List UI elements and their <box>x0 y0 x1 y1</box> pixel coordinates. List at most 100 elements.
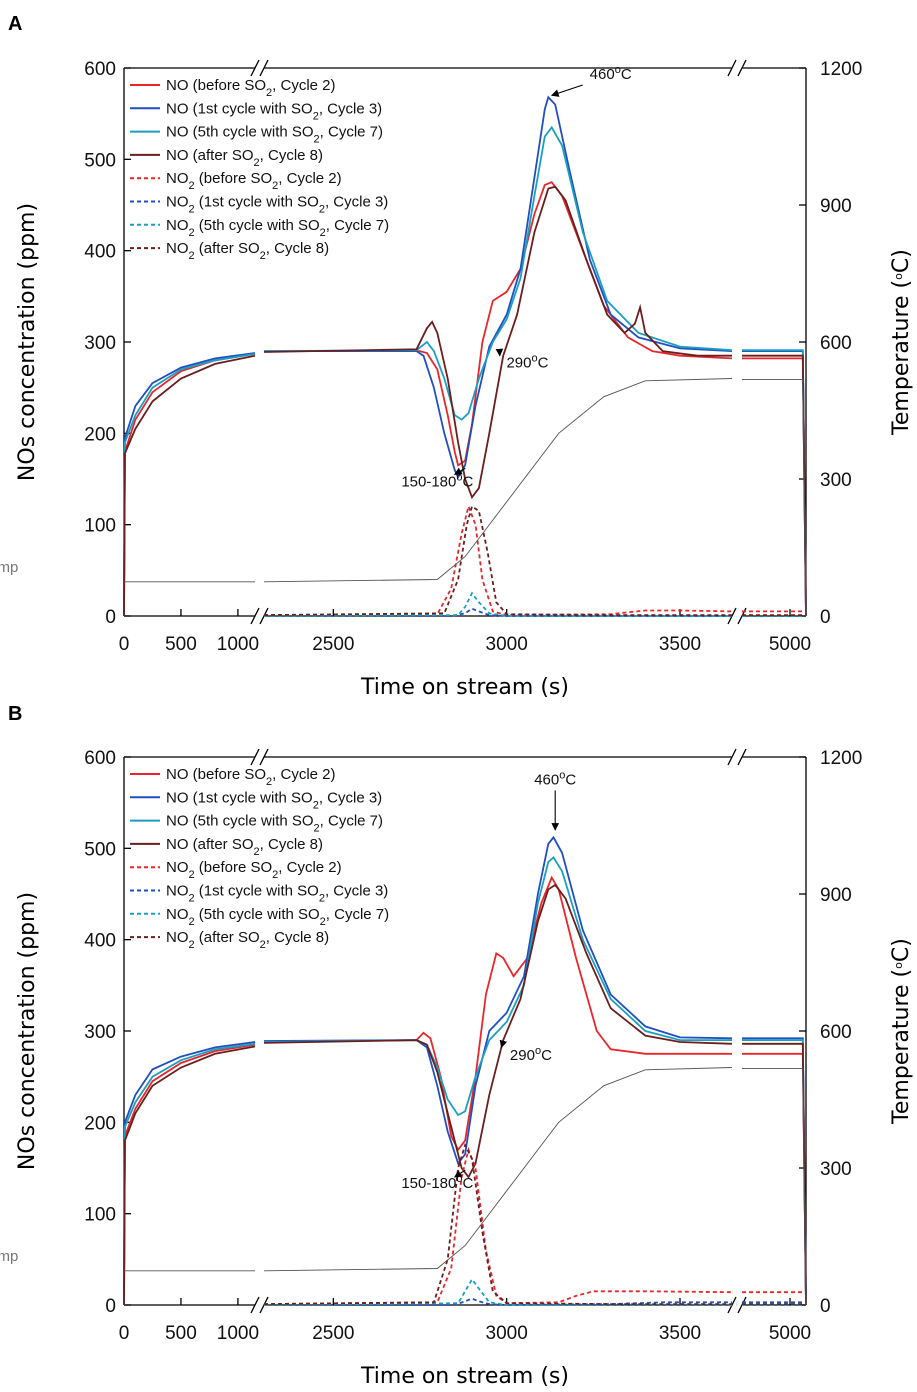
series-line-2 <box>263 125 733 421</box>
y-left-tick-label: 100 <box>84 1205 116 1226</box>
x-tick-label: 500 <box>165 1323 197 1344</box>
y-left-tick-label: 200 <box>84 1113 116 1134</box>
annotation-arrow <box>454 1169 466 1178</box>
annotation-1: 460oC <box>534 769 576 788</box>
series-line-6 <box>263 1277 732 1306</box>
series-line-7 <box>263 1142 732 1305</box>
y-left-tick-label: 300 <box>84 333 116 354</box>
x-tick-label: 3000 <box>486 634 528 655</box>
y-left-tick-label: 300 <box>84 1022 116 1043</box>
legend-label-6: NO2 (5th cycle with SO2, Cycle 7) <box>166 906 389 928</box>
series-line-2 <box>742 349 807 617</box>
y-left-tick-label: 100 <box>84 516 116 537</box>
y-left-tick-label: 0 <box>105 1296 116 1317</box>
annotation-1: 460oC <box>590 64 632 83</box>
axis-break-mark <box>727 748 737 766</box>
series-line-2 <box>263 856 732 1117</box>
legend-label-5: NO2 (1st cycle with SO2, Cycle 3) <box>166 883 388 905</box>
legend-label-2: NO (5th cycle with SO2, Cycle 7) <box>166 813 383 835</box>
series-line-8 <box>263 378 733 583</box>
series-line-8 <box>742 378 807 617</box>
y-left-tick-label: 600 <box>84 59 116 80</box>
series-line-2 <box>742 1039 807 1306</box>
legend-label-1: NO (1st cycle with SO2, Cycle 3) <box>166 789 382 811</box>
series-line-1 <box>742 350 807 617</box>
plot-frame <box>123 748 807 1314</box>
temp-label: Temp <box>0 1248 18 1265</box>
series-line-8 <box>263 1067 733 1272</box>
legend: NO (before SO2, Cycle 2)NO (1st cycle wi… <box>130 77 389 262</box>
y-left-tick-label: 0 <box>105 607 116 628</box>
legend-label-2: NO (5th cycle with SO2, Cycle 7) <box>166 124 383 146</box>
x-axis-title: Time on stream (s) <box>360 1364 569 1389</box>
y-left-tick-label: 200 <box>84 424 116 445</box>
y-right-tick-label: 900 <box>820 196 852 217</box>
axis-break-mark <box>250 59 260 77</box>
annotation-2: 290oC <box>510 1045 552 1064</box>
axis-break-mark <box>259 748 269 766</box>
annotation-arrow <box>551 84 583 97</box>
annotation-3: 150-180oC <box>401 1173 473 1192</box>
series-line-5 <box>264 1297 732 1306</box>
annotation-arrow <box>453 467 466 475</box>
x-tick-label: 2500 <box>312 1323 354 1344</box>
panel-letter: A <box>8 13 22 35</box>
axis-break-mark <box>250 1296 260 1314</box>
legend: NO (before SO2, Cycle 2)NO (1st cycle wi… <box>130 766 389 951</box>
y-left-axis-title: NOs concentration (ppm) <box>15 892 40 1170</box>
annotation-2: 290oC <box>506 353 548 372</box>
x-tick-label: 5000 <box>769 634 811 655</box>
series-line-1 <box>742 1037 807 1306</box>
y-right-tick-label: 600 <box>820 1022 852 1043</box>
series-line-3 <box>742 1042 807 1306</box>
axis-break-mark <box>727 59 737 77</box>
series-line-8 <box>742 1067 807 1306</box>
series-line-0 <box>742 1052 807 1306</box>
y-left-axis-title: NOs concentration (ppm) <box>15 203 40 481</box>
legend-label-0: NO (before SO2, Cycle 2) <box>166 77 336 99</box>
series-group <box>123 95 807 617</box>
series-group <box>123 835 807 1306</box>
y-right-axis-title: Temperature (oC) <box>889 938 914 1125</box>
series-line-2 <box>123 1042 256 1306</box>
x-tick-label: 5000 <box>769 1323 811 1344</box>
series-line-0 <box>263 875 732 1152</box>
legend-label-3: NO (after SO2, Cycle 8) <box>166 147 323 169</box>
x-tick-label: 0 <box>119 634 130 655</box>
axis-break-mark <box>737 748 747 766</box>
panel-letter: B <box>8 703 22 725</box>
legend-label-5: NO2 (1st cycle with SO2, Cycle 3) <box>166 194 388 216</box>
series-line-1 <box>263 835 733 1166</box>
series-line-3 <box>123 1045 256 1306</box>
legend-label-6: NO2 (5th cycle with SO2, Cycle 7) <box>166 217 389 239</box>
plot-frame <box>123 59 807 625</box>
y-right-tick-label: 1200 <box>820 59 862 80</box>
series-line-2 <box>123 353 256 617</box>
series-line-0 <box>123 353 256 617</box>
x-tick-label: 500 <box>165 634 197 655</box>
y-right-tick-label: 0 <box>820 607 831 628</box>
temp-label: Temp <box>0 559 18 576</box>
axis-break-mark <box>259 59 269 77</box>
y-left-tick-label: 400 <box>84 242 116 263</box>
y-right-tick-label: 300 <box>820 470 852 491</box>
y-left-tick-label: 500 <box>84 839 116 860</box>
axis-break-mark <box>737 59 747 77</box>
y-left-tick-label: 400 <box>84 931 116 952</box>
series-line-0 <box>742 357 807 617</box>
legend-label-7: NO2 (after SO2, Cycle 8) <box>166 929 329 951</box>
legend-label-7: NO2 (after SO2, Cycle 8) <box>166 240 329 262</box>
x-tick-label: 2500 <box>312 634 354 655</box>
x-axis-title: Time on stream (s) <box>360 675 569 700</box>
series-line-3 <box>742 354 807 617</box>
y-left-tick-label: 600 <box>84 748 116 769</box>
y-right-tick-label: 0 <box>820 1296 831 1317</box>
series-line-7 <box>263 504 732 616</box>
legend-label-3: NO (after SO2, Cycle 8) <box>166 836 323 858</box>
series-line-4 <box>263 503 733 617</box>
series-line-3 <box>263 883 733 1179</box>
series-line-3 <box>263 185 732 500</box>
y-right-axis-title: Temperature (oC) <box>889 249 914 436</box>
x-tick-label: 3500 <box>659 1323 701 1344</box>
